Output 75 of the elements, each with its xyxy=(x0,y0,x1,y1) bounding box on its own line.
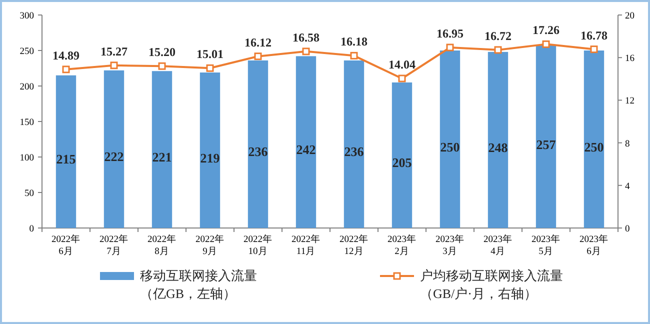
x-tick-label: 2023年 3月 xyxy=(436,233,464,257)
x-tick-label: 2023年 5月 xyxy=(532,233,560,257)
data-label: 248 xyxy=(488,140,508,155)
x-tick-label: 2022年 12月 xyxy=(340,233,368,257)
bar xyxy=(344,60,364,228)
x-tick-label: 2022年 11月 xyxy=(292,233,320,257)
point xyxy=(206,64,214,72)
point xyxy=(398,74,406,82)
data-label: 15.20 xyxy=(148,45,176,60)
data-label: 219 xyxy=(200,150,220,166)
data-label: 257 xyxy=(536,136,556,152)
bar xyxy=(200,72,220,228)
data-label: 16.12 xyxy=(244,35,272,50)
data-label: 15.27 xyxy=(100,44,128,58)
point xyxy=(158,62,166,70)
legend-label: 移动互联网接入流量（亿GB，左轴） xyxy=(140,268,257,301)
y2-tick-label: 20 xyxy=(625,12,635,22)
bar xyxy=(56,75,76,228)
y-tick-label: 50 xyxy=(24,189,34,199)
point xyxy=(62,66,70,74)
data-label: 250 xyxy=(440,139,460,154)
y2-tick-label: 12 xyxy=(625,96,635,107)
data-label: 242 xyxy=(296,142,316,158)
data-label: 16.72 xyxy=(484,28,512,43)
data-label: 250 xyxy=(584,139,604,154)
point xyxy=(110,62,118,70)
y2-tick-label: 16 xyxy=(625,54,635,64)
bar xyxy=(584,50,604,228)
x-tick-label: 2022年 9月 xyxy=(196,233,224,257)
data-label: 16.78 xyxy=(580,28,608,42)
bar xyxy=(248,60,268,228)
point xyxy=(350,52,358,60)
data-label: 16.58 xyxy=(292,30,320,44)
y2-tick-label: 0 xyxy=(625,224,630,234)
point xyxy=(494,46,502,54)
y-tick-label: 300 xyxy=(20,12,34,22)
point xyxy=(302,48,310,56)
y-tick-label: 150 xyxy=(20,118,34,128)
point xyxy=(542,40,550,48)
data-label: 205 xyxy=(392,155,412,170)
bar xyxy=(296,56,316,228)
bar xyxy=(440,50,460,228)
data-label: 14.04 xyxy=(388,57,416,72)
data-label: 16.18 xyxy=(340,34,368,49)
data-label: 222 xyxy=(104,149,124,164)
x-tick-label: 2023年 4月 xyxy=(484,233,512,257)
x-tick-label: 2022年 6月 xyxy=(52,233,80,257)
x-tick-label: 2022年 8月 xyxy=(148,233,176,257)
x-tick-label: 2023年 2月 xyxy=(388,233,416,257)
bar xyxy=(536,46,556,228)
y-tick-label: 100 xyxy=(20,154,34,164)
y-tick-label: 250 xyxy=(20,47,34,57)
data-label: 14.89 xyxy=(52,48,80,62)
data-label: 15.01 xyxy=(196,47,224,62)
data-label: 215 xyxy=(56,152,76,167)
bar xyxy=(104,70,124,228)
x-tick-label: 2023年 6月 xyxy=(580,233,608,257)
y-tick-label: 200 xyxy=(20,82,34,92)
point xyxy=(590,46,598,54)
bar xyxy=(152,71,172,228)
data-label: 16.95 xyxy=(436,26,464,40)
x-tick-label: 2022年 7月 xyxy=(100,233,128,257)
y2-tick-label: 8 xyxy=(625,139,630,150)
bar xyxy=(488,52,508,228)
point xyxy=(446,44,454,52)
y2-tick-label: 4 xyxy=(625,182,630,192)
point xyxy=(254,52,262,60)
bar xyxy=(392,82,412,228)
data-label: 221 xyxy=(152,150,172,165)
data-label: 236 xyxy=(344,144,364,160)
data-label: 17.26 xyxy=(532,23,560,38)
legend-label: 户均移动互联网接入流量（GB/户·月，右轴） xyxy=(420,268,563,301)
y-tick-label: 0 xyxy=(29,224,34,234)
x-tick-label: 2022年 10月 xyxy=(244,233,272,257)
data-label: 236 xyxy=(248,144,268,160)
